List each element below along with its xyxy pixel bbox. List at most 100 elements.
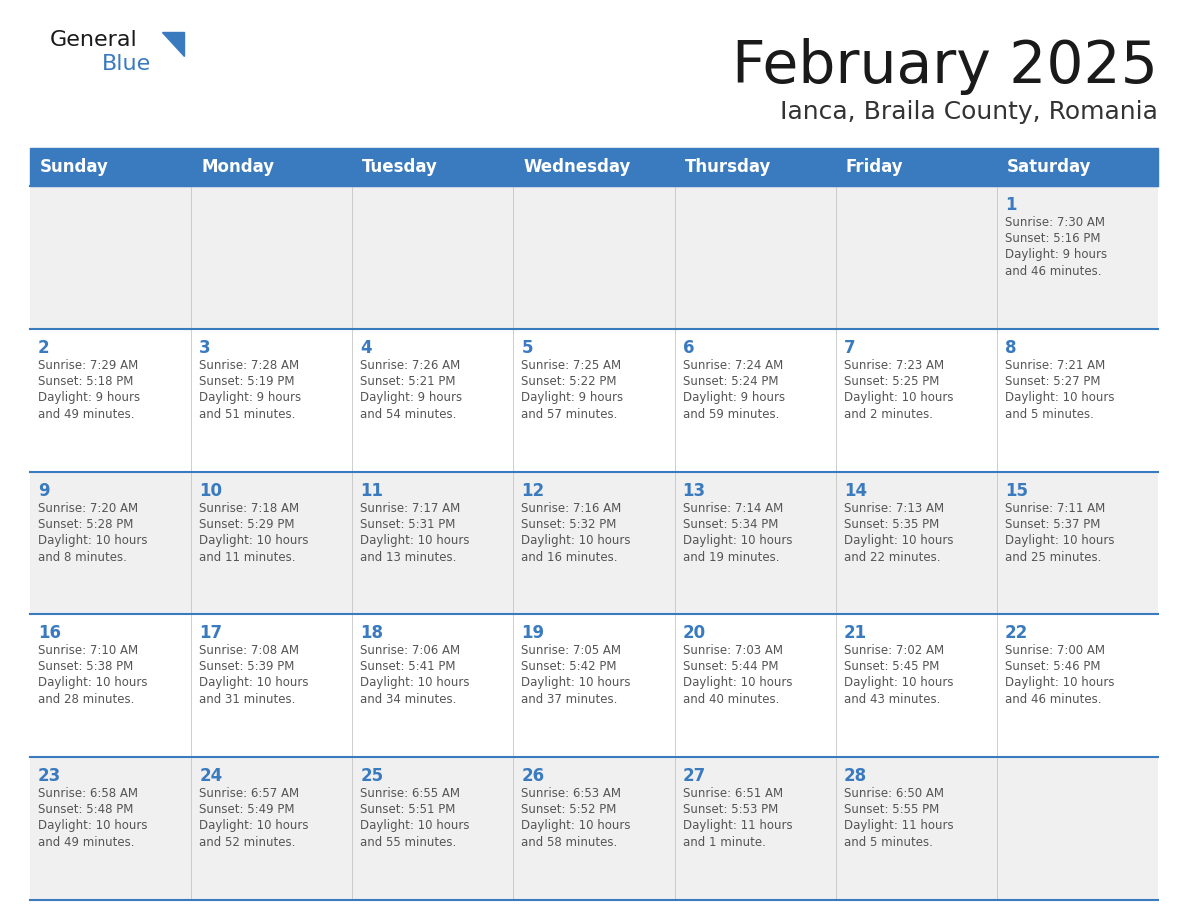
Text: Sunrise: 7:03 AM: Sunrise: 7:03 AM (683, 644, 783, 657)
Text: 16: 16 (38, 624, 61, 643)
Text: 17: 17 (200, 624, 222, 643)
Text: Daylight: 9 hours
and 46 minutes.: Daylight: 9 hours and 46 minutes. (1005, 248, 1107, 278)
Text: Sunrise: 7:25 AM: Sunrise: 7:25 AM (522, 359, 621, 372)
Text: Daylight: 10 hours
and 22 minutes.: Daylight: 10 hours and 22 minutes. (843, 533, 953, 564)
Text: Sunset: 5:24 PM: Sunset: 5:24 PM (683, 375, 778, 387)
Text: Sunset: 5:28 PM: Sunset: 5:28 PM (38, 518, 133, 531)
Text: Sunset: 5:35 PM: Sunset: 5:35 PM (843, 518, 939, 531)
Text: Ianca, Braila County, Romania: Ianca, Braila County, Romania (781, 100, 1158, 124)
Bar (30, 186, 1158, 329)
Text: Daylight: 10 hours
and 43 minutes.: Daylight: 10 hours and 43 minutes. (843, 677, 953, 706)
Text: 3: 3 (200, 339, 210, 357)
Text: Sunset: 5:19 PM: Sunset: 5:19 PM (200, 375, 295, 387)
Text: Blue: Blue (102, 54, 151, 74)
Text: 2: 2 (38, 339, 50, 357)
Text: 6: 6 (683, 339, 694, 357)
Text: Sunset: 5:51 PM: Sunset: 5:51 PM (360, 803, 456, 816)
Text: Sunset: 5:32 PM: Sunset: 5:32 PM (522, 518, 617, 531)
Text: Daylight: 10 hours
and 28 minutes.: Daylight: 10 hours and 28 minutes. (38, 677, 147, 706)
Text: Sunrise: 7:28 AM: Sunrise: 7:28 AM (200, 359, 299, 372)
Text: Sunrise: 6:50 AM: Sunrise: 6:50 AM (843, 788, 943, 800)
Text: Daylight: 10 hours
and 5 minutes.: Daylight: 10 hours and 5 minutes. (1005, 391, 1114, 420)
Text: Sunrise: 7:20 AM: Sunrise: 7:20 AM (38, 501, 138, 515)
Text: 1: 1 (1005, 196, 1017, 214)
Text: Sunset: 5:21 PM: Sunset: 5:21 PM (360, 375, 456, 387)
Text: Sunset: 5:45 PM: Sunset: 5:45 PM (843, 660, 939, 674)
Text: Daylight: 10 hours
and 46 minutes.: Daylight: 10 hours and 46 minutes. (1005, 677, 1114, 706)
Text: Tuesday: Tuesday (362, 158, 438, 176)
Text: Sunrise: 7:08 AM: Sunrise: 7:08 AM (200, 644, 299, 657)
Text: Sunrise: 6:55 AM: Sunrise: 6:55 AM (360, 788, 460, 800)
Text: Daylight: 10 hours
and 58 minutes.: Daylight: 10 hours and 58 minutes. (522, 819, 631, 849)
Text: Sunday: Sunday (40, 158, 109, 176)
Text: Friday: Friday (846, 158, 903, 176)
Text: Sunset: 5:27 PM: Sunset: 5:27 PM (1005, 375, 1100, 387)
Text: 14: 14 (843, 482, 867, 499)
Text: Sunset: 5:44 PM: Sunset: 5:44 PM (683, 660, 778, 674)
Text: Sunset: 5:25 PM: Sunset: 5:25 PM (843, 375, 939, 387)
Bar (30, 472, 1158, 614)
Text: Daylight: 10 hours
and 25 minutes.: Daylight: 10 hours and 25 minutes. (1005, 533, 1114, 564)
Text: Daylight: 10 hours
and 11 minutes.: Daylight: 10 hours and 11 minutes. (200, 533, 309, 564)
Text: 22: 22 (1005, 624, 1028, 643)
Text: 26: 26 (522, 767, 544, 785)
Text: Daylight: 10 hours
and 37 minutes.: Daylight: 10 hours and 37 minutes. (522, 677, 631, 706)
Text: Thursday: Thursday (684, 158, 771, 176)
Text: Daylight: 10 hours
and 31 minutes.: Daylight: 10 hours and 31 minutes. (200, 677, 309, 706)
Text: 10: 10 (200, 482, 222, 499)
Text: 20: 20 (683, 624, 706, 643)
Text: February 2025: February 2025 (732, 38, 1158, 95)
Text: 8: 8 (1005, 339, 1017, 357)
Text: Sunset: 5:42 PM: Sunset: 5:42 PM (522, 660, 617, 674)
Text: Sunrise: 7:17 AM: Sunrise: 7:17 AM (360, 501, 461, 515)
Text: Sunset: 5:52 PM: Sunset: 5:52 PM (522, 803, 617, 816)
Text: Sunset: 5:48 PM: Sunset: 5:48 PM (38, 803, 133, 816)
Text: Sunset: 5:16 PM: Sunset: 5:16 PM (1005, 232, 1100, 245)
Text: Sunset: 5:18 PM: Sunset: 5:18 PM (38, 375, 133, 387)
Text: Daylight: 10 hours
and 55 minutes.: Daylight: 10 hours and 55 minutes. (360, 819, 469, 849)
Text: 23: 23 (38, 767, 62, 785)
Text: Sunrise: 7:14 AM: Sunrise: 7:14 AM (683, 501, 783, 515)
Text: 13: 13 (683, 482, 706, 499)
Text: Sunrise: 7:26 AM: Sunrise: 7:26 AM (360, 359, 461, 372)
Text: Daylight: 9 hours
and 59 minutes.: Daylight: 9 hours and 59 minutes. (683, 391, 785, 420)
Text: Sunrise: 6:51 AM: Sunrise: 6:51 AM (683, 788, 783, 800)
Text: Sunrise: 7:06 AM: Sunrise: 7:06 AM (360, 644, 461, 657)
Text: 9: 9 (38, 482, 50, 499)
Text: Daylight: 9 hours
and 57 minutes.: Daylight: 9 hours and 57 minutes. (522, 391, 624, 420)
Bar (30, 148, 1158, 186)
Text: Sunrise: 7:29 AM: Sunrise: 7:29 AM (38, 359, 138, 372)
Text: Sunset: 5:31 PM: Sunset: 5:31 PM (360, 518, 456, 531)
Text: 25: 25 (360, 767, 384, 785)
Text: Daylight: 10 hours
and 52 minutes.: Daylight: 10 hours and 52 minutes. (200, 819, 309, 849)
Text: Sunset: 5:41 PM: Sunset: 5:41 PM (360, 660, 456, 674)
Text: 27: 27 (683, 767, 706, 785)
Text: Sunrise: 7:13 AM: Sunrise: 7:13 AM (843, 501, 943, 515)
Text: Daylight: 10 hours
and 8 minutes.: Daylight: 10 hours and 8 minutes. (38, 533, 147, 564)
Polygon shape (162, 32, 184, 56)
Text: Sunset: 5:29 PM: Sunset: 5:29 PM (200, 518, 295, 531)
Text: Sunrise: 7:11 AM: Sunrise: 7:11 AM (1005, 501, 1105, 515)
Text: Daylight: 10 hours
and 40 minutes.: Daylight: 10 hours and 40 minutes. (683, 677, 792, 706)
Text: Sunset: 5:34 PM: Sunset: 5:34 PM (683, 518, 778, 531)
Text: Daylight: 10 hours
and 16 minutes.: Daylight: 10 hours and 16 minutes. (522, 533, 631, 564)
Text: Sunset: 5:53 PM: Sunset: 5:53 PM (683, 803, 778, 816)
Text: 19: 19 (522, 624, 544, 643)
Text: 18: 18 (360, 624, 384, 643)
Text: Sunset: 5:38 PM: Sunset: 5:38 PM (38, 660, 133, 674)
Text: Sunrise: 7:16 AM: Sunrise: 7:16 AM (522, 501, 621, 515)
Text: Sunset: 5:46 PM: Sunset: 5:46 PM (1005, 660, 1100, 674)
Text: Daylight: 10 hours
and 13 minutes.: Daylight: 10 hours and 13 minutes. (360, 533, 469, 564)
Text: Daylight: 10 hours
and 2 minutes.: Daylight: 10 hours and 2 minutes. (843, 391, 953, 420)
Text: Sunrise: 7:00 AM: Sunrise: 7:00 AM (1005, 644, 1105, 657)
Text: Daylight: 11 hours
and 5 minutes.: Daylight: 11 hours and 5 minutes. (843, 819, 953, 849)
Text: Daylight: 9 hours
and 49 minutes.: Daylight: 9 hours and 49 minutes. (38, 391, 140, 420)
Text: 12: 12 (522, 482, 544, 499)
Text: 21: 21 (843, 624, 867, 643)
Text: Saturday: Saturday (1007, 158, 1092, 176)
Text: Sunrise: 7:30 AM: Sunrise: 7:30 AM (1005, 216, 1105, 229)
Text: Sunrise: 7:23 AM: Sunrise: 7:23 AM (843, 359, 943, 372)
Text: Sunset: 5:37 PM: Sunset: 5:37 PM (1005, 518, 1100, 531)
Text: 7: 7 (843, 339, 855, 357)
Text: Sunrise: 7:21 AM: Sunrise: 7:21 AM (1005, 359, 1105, 372)
